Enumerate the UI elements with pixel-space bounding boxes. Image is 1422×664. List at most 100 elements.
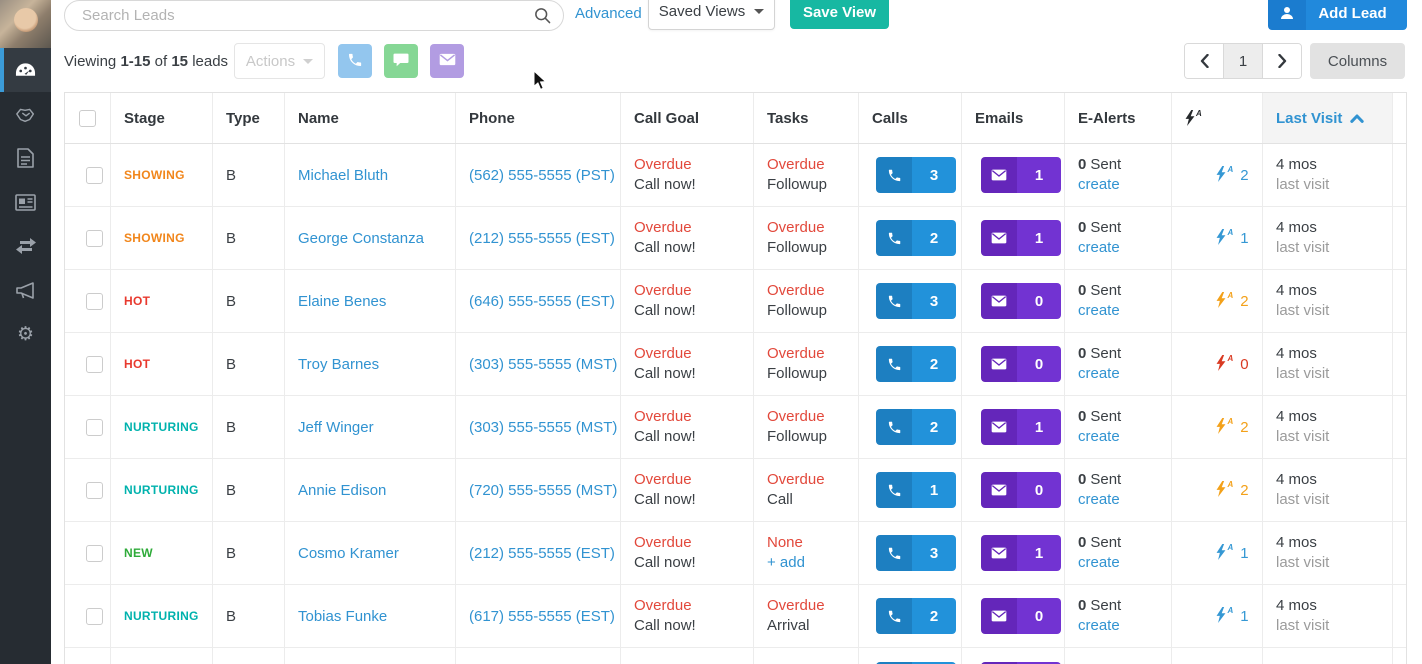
sidebar-item-settings[interactable]: ⚙ [0,312,51,356]
row-checkbox[interactable] [85,481,103,499]
phone-link[interactable]: (646) 555-5555 (EST) [469,292,615,310]
header-phone[interactable]: Phone [456,93,621,143]
user-avatar[interactable] [0,0,51,48]
ealert-create-link[interactable]: create [1078,365,1120,382]
phone-link[interactable]: (303) 555-5555 (MST) [469,355,618,373]
lead-name-link[interactable]: Elaine Benes [298,292,387,310]
bulk-text-button[interactable] [384,44,418,78]
row-checkbox[interactable] [85,607,103,625]
bulk-call-button[interactable] [338,44,372,78]
header-call-goal[interactable]: Call Goal [621,93,754,143]
columns-button[interactable]: Columns [1310,43,1405,79]
row-checkbox[interactable] [85,229,103,247]
calls-button[interactable]: 2 [876,220,956,256]
row-checkbox[interactable] [85,166,103,184]
ealert-create-link[interactable]: create [1078,302,1120,319]
sidebar-item-dashboard[interactable] [0,48,51,92]
call-goal-cell: Overdue Call now! [621,144,754,206]
ealert-create-link[interactable]: create [1078,554,1120,571]
calls-button[interactable]: 1 [876,472,956,508]
calls-button[interactable] [876,661,956,664]
sidebar-item-news[interactable] [0,180,51,224]
emails-button[interactable]: 1 [981,409,1061,445]
name-cell [285,648,456,664]
advanced-search-link[interactable]: Advanced [575,5,642,22]
lead-name-link[interactable]: Troy Barnes [298,355,380,373]
calls-button[interactable]: 2 [876,598,956,634]
bulk-email-button[interactable] [430,44,464,78]
calls-button[interactable]: 2 [876,346,956,382]
calls-button[interactable]: 3 [876,157,956,193]
header-auto-flash[interactable]: A [1172,93,1263,143]
flash-cell: A 2 [1172,270,1263,332]
flash-count: 1 [1240,608,1249,625]
select-all-checkbox[interactable] [79,109,96,127]
search-icon[interactable] [534,7,551,24]
last-visit-value: 4 mos [1276,597,1317,614]
stage-cell: SHOWING [111,207,213,269]
header-ealerts[interactable]: E-Alerts [1065,93,1172,143]
add-lead-button[interactable]: Add Lead [1268,0,1407,30]
sidebar-item-notes[interactable] [0,136,51,180]
sidebar-item-deals[interactable] [0,92,51,136]
actions-dropdown[interactable]: Actions [234,43,325,79]
emails-button[interactable]: 1 [981,220,1061,256]
emails-button[interactable]: 1 [981,535,1061,571]
prev-page-button[interactable] [1185,44,1223,78]
saved-views-button[interactable]: Saved Views [648,0,775,30]
calls-button[interactable]: 3 [876,283,956,319]
row-checkbox[interactable] [85,292,103,310]
sidebar-item-marketing[interactable] [0,268,51,312]
header-emails[interactable]: Emails [962,93,1065,143]
ealert-create-link[interactable]: create [1078,617,1120,634]
ealerts-sent: 0 Sent [1078,534,1122,551]
phone-link[interactable]: (212) 555-5555 (EST) [469,229,615,247]
sidebar-item-transactions[interactable] [0,224,51,268]
emails-button[interactable]: 1 [981,157,1061,193]
ealert-create-link[interactable]: create [1078,239,1120,256]
phone-link[interactable]: (212) 555-5555 (EST) [469,544,615,562]
row-spacer [1393,648,1408,664]
call-goal-action: Call now! [634,617,696,634]
lead-name-link[interactable]: Cosmo Kramer [298,544,399,562]
phone-link[interactable]: (303) 555-5555 (MST) [469,418,618,436]
phone-link[interactable]: (720) 555-5555 (MST) [469,481,618,499]
calls-button[interactable]: 2 [876,409,956,445]
row-checkbox[interactable] [85,355,103,373]
emails-button[interactable] [981,661,1061,664]
header-name[interactable]: Name [285,93,456,143]
row-checkbox[interactable] [85,418,103,436]
last-visit-label: last visit [1276,239,1330,256]
next-page-button[interactable] [1263,44,1301,78]
search-bar [64,0,564,31]
emails-button[interactable]: 0 [981,472,1061,508]
emails-button[interactable]: 0 [981,598,1061,634]
ealert-create-link[interactable]: create [1078,176,1120,193]
type-cell: B [213,396,285,458]
emails-button[interactable]: 0 [981,283,1061,319]
header-stage[interactable]: Stage [111,93,213,143]
ealert-create-link[interactable]: create [1078,491,1120,508]
phone-link[interactable]: (562) 555-5555 (PST) [469,166,615,184]
row-checkbox[interactable] [85,544,103,562]
call-goal-status: Overdue [634,282,692,299]
emails-button[interactable]: 0 [981,346,1061,382]
lead-name-link[interactable]: Michael Bluth [298,166,389,184]
phone-cell [456,648,621,664]
lead-name-link[interactable]: Annie Edison [298,481,387,499]
header-tasks[interactable]: Tasks [754,93,859,143]
header-type[interactable]: Type [213,93,285,143]
header-calls[interactable]: Calls [859,93,962,143]
phone-link[interactable]: (617) 555-5555 (EST) [469,607,615,625]
search-input[interactable] [65,7,534,24]
calls-button[interactable]: 3 [876,535,956,571]
header-last-visit[interactable]: Last Visit [1263,93,1393,143]
ealert-create-link[interactable]: create [1078,428,1120,445]
lead-name-link[interactable]: Jeff Winger [298,418,374,436]
call-goal-action: Call now! [634,428,696,445]
flash-count: 2 [1240,419,1249,436]
lead-name-link[interactable]: George Constanza [298,229,424,247]
row-spacer [1393,207,1408,269]
save-view-button[interactable]: Save View [790,0,889,29]
lead-name-link[interactable]: Tobias Funke [298,607,388,625]
